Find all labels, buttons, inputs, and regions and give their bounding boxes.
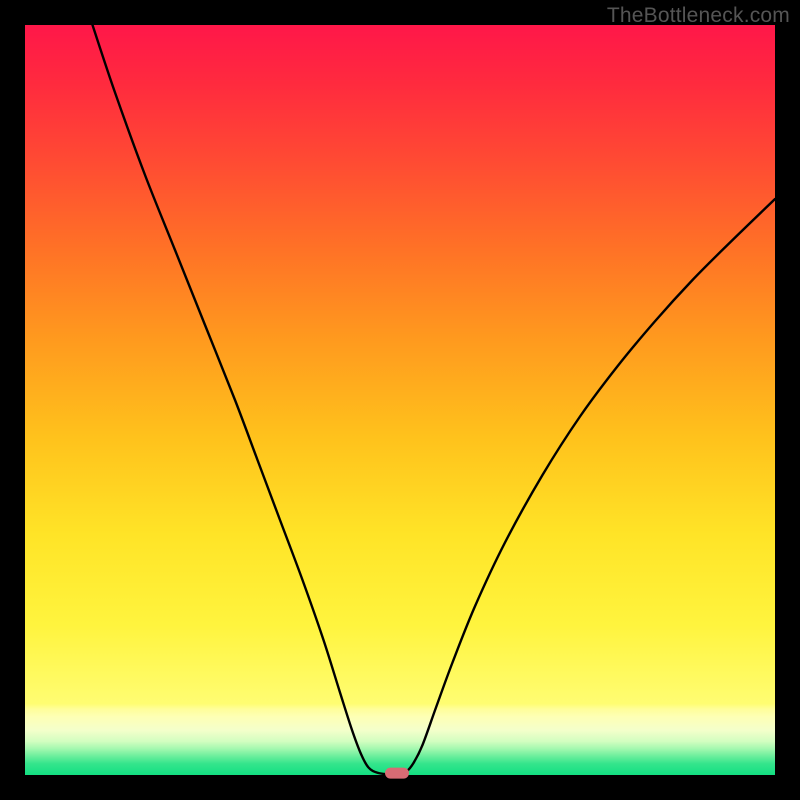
optimum-marker: [385, 768, 409, 779]
bottleneck-chart: [0, 0, 800, 800]
chart-stage: TheBottleneck.com: [0, 0, 800, 800]
plot-area: [25, 25, 775, 775]
